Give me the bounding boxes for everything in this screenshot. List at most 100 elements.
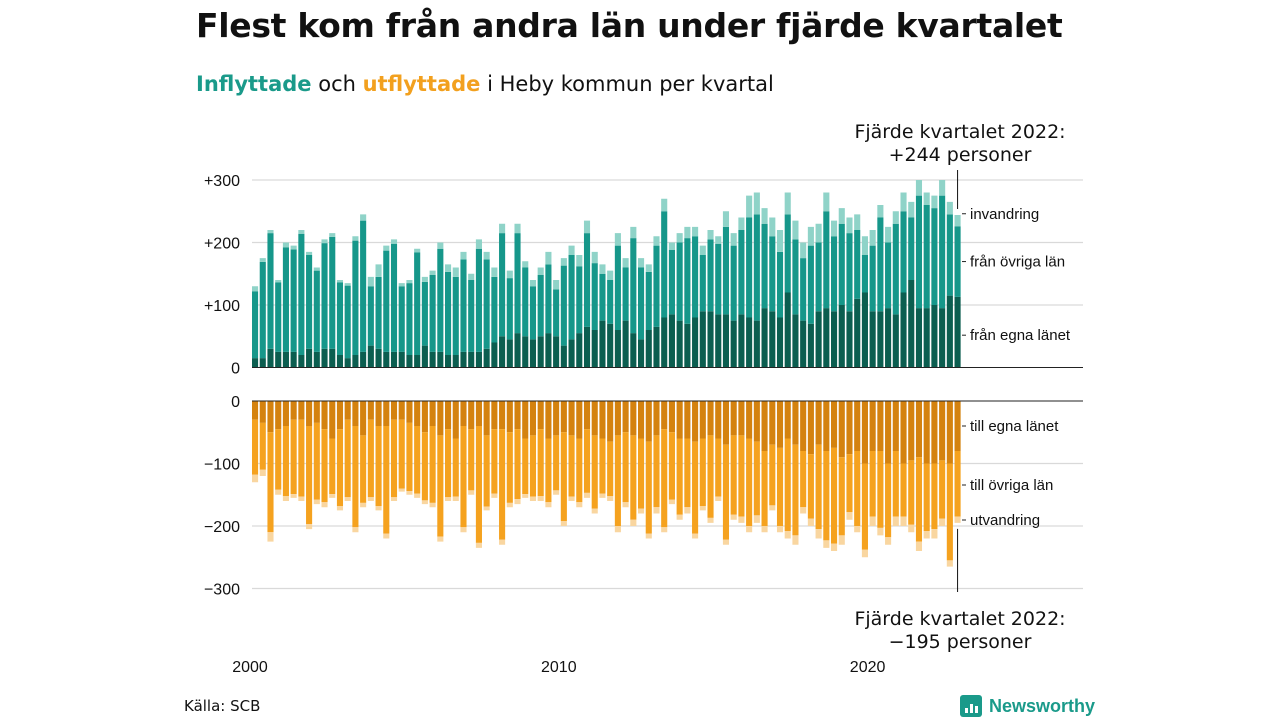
in-own-county-bar [668, 314, 675, 368]
in-other-counties-bar [522, 267, 529, 337]
in-other-counties-bar [553, 289, 560, 337]
in-own-county-bar [607, 323, 614, 368]
in-own-county-bar [452, 355, 459, 368]
in-immigration-bar [491, 267, 498, 277]
out-emigration-bar [390, 497, 398, 501]
out-own-county-bar [653, 401, 660, 436]
in-immigration-bar [483, 251, 490, 260]
out-own-county-bar [892, 401, 899, 451]
in-own-county-bar [753, 320, 760, 368]
out-own-county-bar [360, 401, 367, 436]
out-emigration-bar [730, 514, 737, 520]
in-immigration-bar [923, 192, 930, 205]
out-emigration-bar [645, 533, 652, 539]
in-own-county-bar [329, 348, 336, 368]
out-other-counties-bar [769, 444, 776, 506]
out-other-counties-bar [753, 441, 760, 516]
out-other-counties-bar [908, 460, 915, 525]
out-own-county-bar [576, 401, 583, 439]
in-other-counties-bar [336, 282, 344, 355]
out-other-counties-bar [707, 435, 714, 518]
in-other-counties-bar [931, 208, 938, 305]
out-emigration-bar [761, 526, 768, 533]
out-emigration-bar [707, 517, 714, 523]
in-own-county-bar [336, 355, 344, 368]
out-emigration-bar [699, 506, 706, 511]
in-other-counties-bar [823, 211, 830, 309]
out-emigration-bar [475, 542, 482, 548]
in-own-county-bar [483, 348, 490, 368]
in-own-county-bar [352, 355, 359, 368]
out-other-counties-bar [252, 419, 259, 475]
out-own-county-bar [445, 401, 452, 430]
out-own-county-bar [522, 401, 529, 439]
in-immigration-bar [522, 261, 529, 268]
in-own-county-bar [931, 305, 938, 368]
bottom-y-tick-label: 0 [231, 394, 240, 411]
out-other-counties-bar [344, 419, 351, 498]
in-other-counties-bar [475, 248, 482, 352]
out-own-county-bar [846, 401, 853, 455]
in-other-counties-bar [885, 242, 892, 309]
in-own-county-bar [390, 351, 398, 368]
top-annotation-text: +244 personer [889, 144, 1032, 166]
out-emigration-bar [445, 497, 452, 501]
in-immigration-bar [437, 242, 444, 249]
out-emigration-bar [336, 506, 344, 511]
in-own-county-bar [638, 339, 645, 368]
in-own-county-bar [406, 355, 413, 368]
in-immigration-bar [769, 217, 776, 237]
out-emigration-bar [414, 493, 421, 498]
out-emigration-bar [398, 488, 405, 492]
out-other-counties-bar [638, 438, 645, 509]
out-own-county-bar [252, 401, 259, 420]
in-own-county-bar [784, 292, 791, 368]
out-own-county-bar [807, 401, 814, 455]
out-other-counties-bar [630, 435, 637, 520]
out-emigration-bar [630, 519, 637, 526]
out-emigration-bar [854, 526, 861, 533]
in-other-counties-bar [599, 273, 606, 321]
out-other-counties-bar [599, 438, 606, 494]
out-own-county-bar [375, 401, 382, 426]
out-emigration-bar [367, 497, 374, 501]
out-other-counties-bar [506, 432, 513, 503]
out-own-county-bar [692, 401, 699, 442]
out-other-counties-bar [383, 426, 390, 534]
in-other-counties-bar [491, 276, 498, 343]
out-other-counties-bar [560, 432, 567, 521]
out-own-county-bar [390, 401, 398, 420]
in-own-county-bar [460, 351, 467, 368]
out-other-counties-bar [684, 438, 691, 508]
in-other-counties-bar [846, 233, 853, 312]
in-immigration-bar [885, 226, 892, 243]
in-immigration-bar [282, 242, 289, 248]
out-own-county-bar [877, 401, 884, 451]
bottom-y-tick-label: −200 [204, 519, 240, 536]
in-other-counties-bar [560, 265, 567, 346]
out-emigration-bar [522, 494, 529, 498]
in-immigration-bar [568, 245, 575, 255]
in-immigration-bar [715, 236, 722, 244]
out-own-county-bar [383, 401, 390, 426]
out-other-counties-bar [730, 435, 737, 515]
in-own-county-bar [715, 314, 722, 368]
out-other-counties-bar [877, 451, 884, 528]
in-other-counties-bar [352, 240, 359, 355]
out-own-county-bar [336, 401, 344, 430]
in-own-county-bar [769, 311, 776, 368]
out-emigration-bar [807, 518, 814, 526]
in-own-county-bar [923, 308, 930, 368]
in-own-county-bar [267, 348, 274, 368]
in-immigration-bar [352, 236, 359, 241]
out-own-county-bar [553, 401, 560, 436]
out-own-county-bar [869, 401, 876, 451]
out-other-counties-bar [437, 435, 444, 537]
in-immigration-bar [514, 223, 521, 234]
out-own-county-bar [599, 401, 606, 439]
in-other-counties-bar [483, 259, 490, 349]
in-own-county-bar [560, 345, 567, 368]
in-other-counties-bar [583, 233, 591, 327]
top-series-label: invandring [970, 206, 1039, 223]
in-immigration-bar [877, 205, 884, 218]
